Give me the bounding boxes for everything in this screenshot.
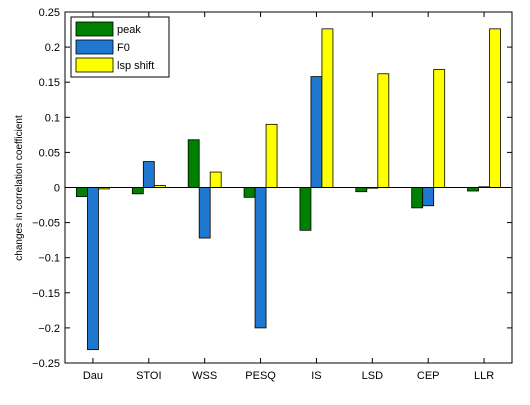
legend-label: peak — [117, 24, 141, 36]
y-tick-label: −0.05 — [32, 218, 60, 230]
bar-peak-llr — [467, 187, 479, 192]
bar-f0-wss — [198, 187, 211, 239]
y-tick-label: −0.15 — [32, 288, 60, 300]
bar-lsp-shift-wss — [209, 171, 222, 188]
bar-peak-stoi — [131, 187, 144, 195]
bar-peak-cep — [411, 187, 424, 209]
bar-f0-is — [310, 76, 323, 188]
y-tick-label: 0.15 — [39, 77, 60, 89]
x-tick-label: CEP — [417, 370, 440, 382]
x-tick-label: LLR — [474, 370, 494, 382]
bar-lsp-shift-llr — [489, 28, 501, 188]
x-tick-label: WSS — [192, 370, 217, 382]
y-axis-ticks: −0.25 −0.2 −0.15 −0.1 −0.05 0 0.05 0.1 0.15 0.2 0.… — [32, 7, 512, 370]
legend-label: F0 — [117, 42, 130, 54]
x-tick-label: IS — [311, 370, 321, 382]
bar-f0-cep — [422, 187, 435, 207]
bar-f0-pesq — [254, 187, 267, 329]
bar-peak-lsd — [355, 187, 368, 193]
x-tick-label: STOI — [136, 370, 161, 382]
y-tick-label: 0.2 — [45, 42, 60, 54]
y-axis-label: changes in correlation coefficient — [14, 115, 25, 261]
bar-peak-pesq — [243, 187, 256, 198]
bar-peak-dau — [76, 187, 88, 198]
y-tick-label: −0.2 — [38, 323, 60, 335]
y-tick-label: −0.1 — [38, 253, 60, 265]
bar-peak-is — [299, 187, 312, 231]
legend: peak F0 lsp shift — [70, 16, 170, 78]
y-tick-label: 0 — [54, 183, 60, 195]
y-tick-label: −0.25 — [32, 358, 60, 370]
legend-swatch — [75, 21, 114, 37]
y-tick-label: 0.1 — [45, 112, 60, 124]
plot-frame — [64, 11, 513, 364]
bar-f0-dau — [87, 187, 99, 351]
bar-lsp-shift-lsd — [377, 73, 390, 188]
bar-f0-stoi — [142, 161, 155, 188]
x-tick-label: LSD — [362, 370, 383, 382]
bar-lsp-shift-is — [321, 28, 334, 188]
y-tick-label: 0.25 — [39, 7, 60, 19]
x-axis-ticks: Dau STOI WSS PESQ IS LSD CEP LLR — [83, 12, 494, 382]
bar-peak-wss — [187, 139, 200, 188]
legend-label: lsp shift — [117, 60, 154, 72]
x-tick-label: PESQ — [245, 370, 276, 382]
legend-swatch — [75, 39, 114, 55]
bar-lsp-shift-cep — [433, 69, 446, 188]
y-tick-label: 0.05 — [39, 147, 60, 159]
bar-lsp-shift-pesq — [265, 123, 278, 188]
x-tick-label: Dau — [83, 370, 103, 382]
legend-swatch — [75, 57, 114, 73]
